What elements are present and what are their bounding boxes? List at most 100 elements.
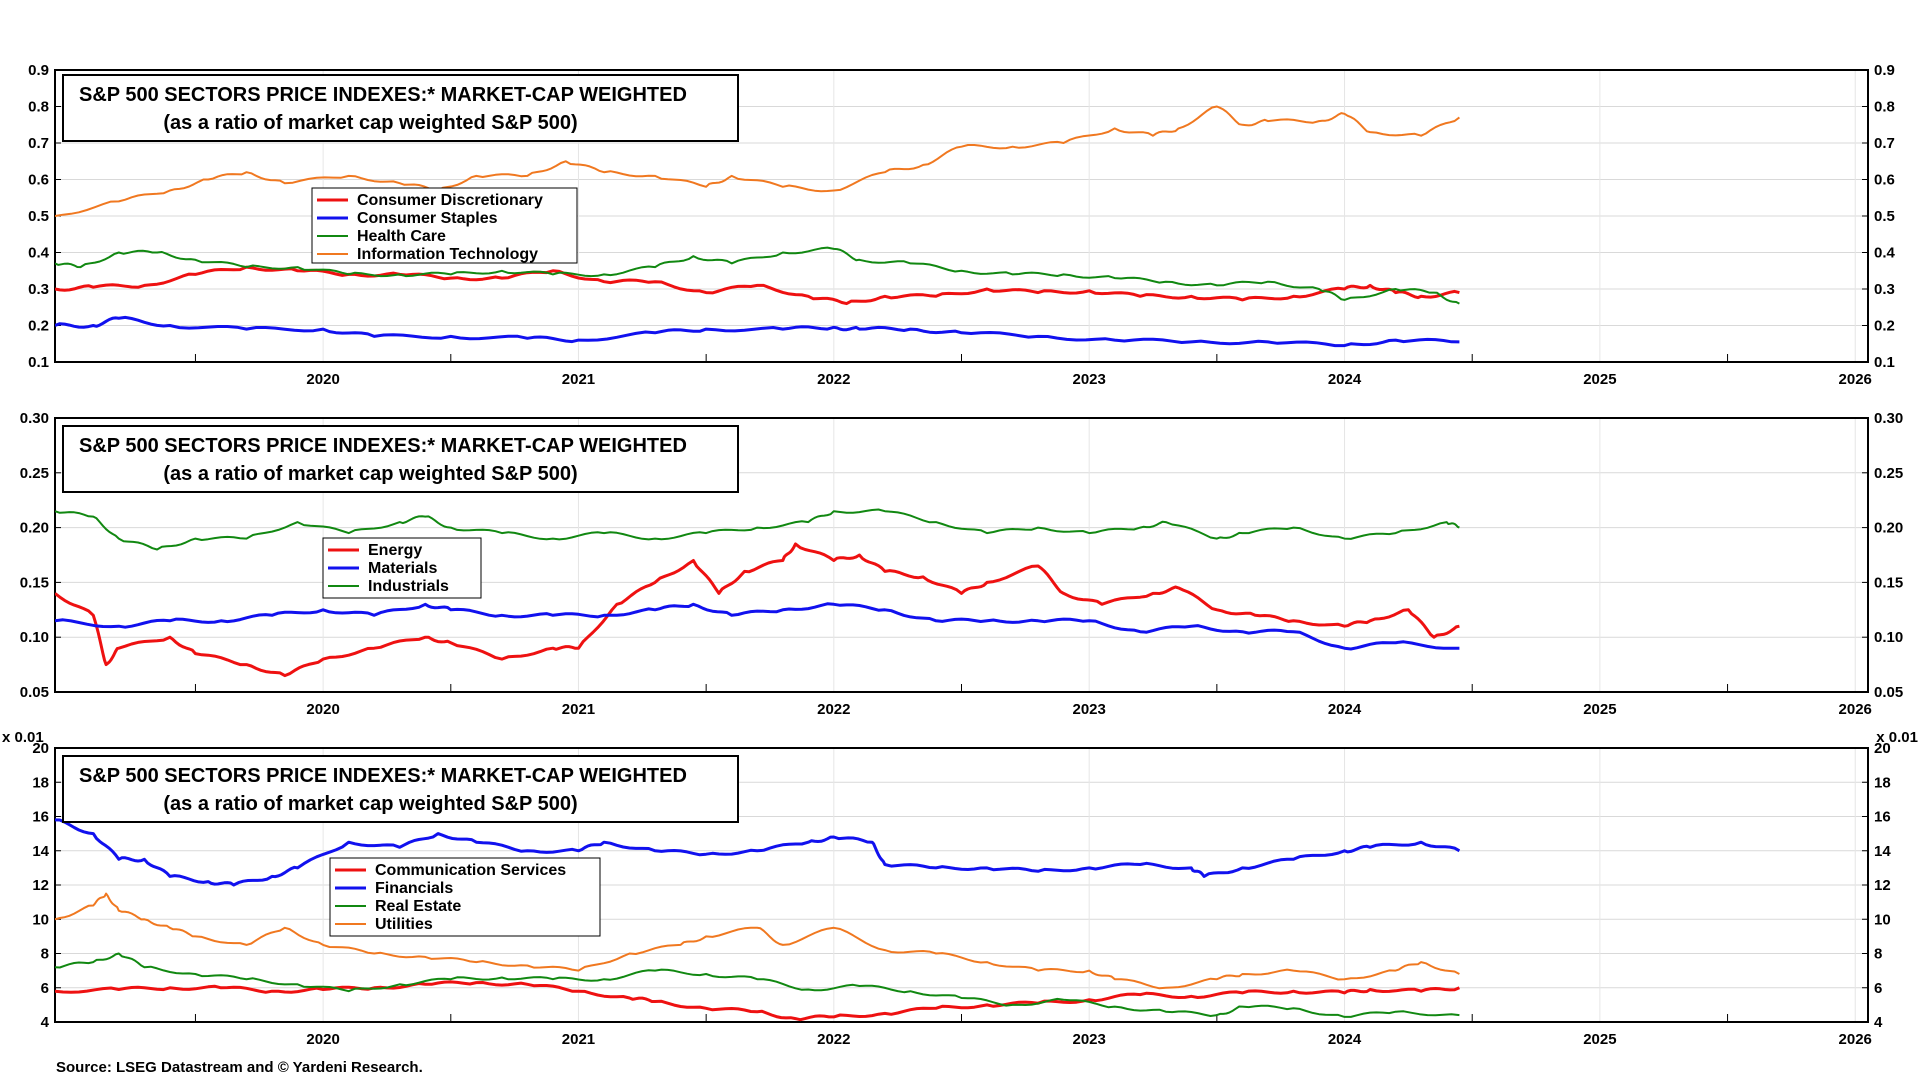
chart-subtitle: (as a ratio of market cap weighted S&P 5…	[163, 463, 577, 485]
x-tick-label: 2023	[1072, 371, 1105, 388]
y-tick-label-right: 0.6	[1874, 172, 1895, 189]
y-tick-label-left: 12	[32, 877, 49, 894]
y-tick-label-left: 0.1	[28, 354, 49, 371]
series-line-materials	[55, 602, 1460, 651]
x-tick-label: 2021	[562, 701, 595, 718]
y-tick-label-right: 0.15	[1874, 574, 1903, 591]
y-tick-label-right: 18	[1874, 774, 1891, 791]
x-tick-label: 2021	[562, 1031, 595, 1048]
y-tick-label-right: 0.5	[1874, 208, 1895, 225]
y-tick-label-left: 0.4	[28, 245, 50, 262]
x-tick-label: 2023	[1072, 701, 1105, 718]
series-line-consumer-discretionary	[55, 265, 1460, 306]
legend-box	[329, 857, 601, 937]
legend-label: Materials	[368, 560, 437, 577]
legend-label: Energy	[368, 542, 422, 559]
x-tick-label: 2022	[817, 371, 850, 388]
y-tick-label-left: 0.9	[28, 62, 49, 79]
y-tick-label-right: 6	[1874, 980, 1882, 997]
chart-panel-2: 0.05 0.05 0.10 0.10 0.15 0.15 0.20 0.20 0.25 0.25…	[20, 410, 1903, 718]
series-line-real-estate	[55, 952, 1460, 1018]
title-box	[62, 425, 739, 493]
y-tick-label-left: 0.20	[20, 520, 49, 537]
y-unit-label-left: x 0.01	[2, 729, 44, 746]
legend-label: Utilities	[375, 916, 433, 933]
y-tick-label-right: 0.10	[1874, 629, 1903, 646]
legend-label: Financials	[375, 880, 453, 897]
chart-title: S&P 500 SECTORS PRICE INDEXES:* MARKET-C…	[79, 765, 687, 787]
y-tick-label-right: 0.8	[1874, 99, 1895, 116]
plot-frame	[54, 417, 1869, 693]
y-tick-label-left: 14	[32, 843, 49, 860]
source-note: Source: LSEG Datastream and © Yardeni Re…	[56, 1059, 423, 1076]
chart-title: S&P 500 SECTORS PRICE INDEXES:* MARKET-C…	[79, 84, 687, 106]
title-box	[62, 755, 739, 823]
y-tick-label-right: 12	[1874, 877, 1891, 894]
x-tick-label: 2022	[817, 701, 850, 718]
y-tick-label-right: 0.2	[1874, 318, 1895, 335]
x-tick-label: 2024	[1328, 371, 1362, 388]
y-tick-label-left: 0.25	[20, 465, 49, 482]
x-tick-label: 2020	[306, 1031, 339, 1048]
x-tick-label: 2020	[306, 701, 339, 718]
title-box	[62, 74, 739, 142]
y-tick-label-left: 16	[32, 809, 49, 826]
legend-box	[311, 187, 578, 264]
x-tick-label: 2026	[1839, 701, 1872, 718]
series-line-information-technology	[55, 105, 1461, 217]
y-tick-label-left: 0.6	[28, 172, 49, 189]
y-tick-label-right: 4	[1874, 1014, 1883, 1031]
legend-label: Real Estate	[375, 898, 461, 915]
y-tick-label-left: 0.15	[20, 574, 49, 591]
y-tick-label-right: 20	[1874, 740, 1891, 757]
y-tick-label-right: 0.7	[1874, 135, 1895, 152]
x-tick-label: 2020	[306, 371, 339, 388]
y-tick-label-left: 0.7	[28, 135, 49, 152]
y-tick-label-right: 14	[1874, 843, 1891, 860]
y-tick-label-right: 0.3	[1874, 281, 1895, 298]
y-tick-label-left: 0.30	[20, 410, 49, 427]
chart-title: S&P 500 SECTORS PRICE INDEXES:* MARKET-C…	[79, 435, 687, 457]
y-tick-label-left: 10	[32, 911, 49, 928]
y-unit-label-right: x 0.01	[1876, 729, 1918, 746]
y-tick-label-right: 0.1	[1874, 354, 1895, 371]
y-tick-label-right: 0.9	[1874, 62, 1895, 79]
y-tick-label-right: 0.20	[1874, 520, 1903, 537]
series-line-industrials	[55, 508, 1460, 551]
x-tick-label: 2023	[1072, 1031, 1105, 1048]
series-line-utilities	[55, 892, 1460, 990]
x-tick-label: 2024	[1328, 1031, 1362, 1048]
y-tick-label-right: 0.4	[1874, 245, 1896, 262]
series-line-consumer-staples	[55, 315, 1460, 348]
y-tick-label-right: 10	[1874, 911, 1891, 928]
y-tick-label-left: 8	[41, 946, 49, 963]
chart-panel-1: 0.1 0.1 0.2 0.2 0.3 0.3 0.4 0.4 0.5 0.5 0.6 0.6 0.7 0…	[28, 62, 1895, 388]
x-tick-label: 2024	[1328, 701, 1362, 718]
legend-label: Communication Services	[375, 862, 566, 879]
x-tick-label: 2025	[1583, 371, 1616, 388]
y-tick-label-left: 0.5	[28, 208, 49, 225]
y-tick-label-left: 4	[41, 1014, 50, 1031]
y-tick-label-right: 8	[1874, 946, 1882, 963]
x-tick-label: 2022	[817, 1031, 850, 1048]
chart-subtitle: (as a ratio of market cap weighted S&P 5…	[163, 112, 577, 134]
series-line-energy	[55, 542, 1460, 678]
y-tick-label-left: 0.3	[28, 281, 49, 298]
x-tick-label: 2026	[1839, 371, 1872, 388]
y-tick-label-right: 0.25	[1874, 465, 1903, 482]
y-tick-label-left: 0.2	[28, 318, 49, 335]
y-tick-label-left: 20	[32, 740, 49, 757]
series-line-financials	[55, 818, 1461, 887]
x-tick-label: 2026	[1839, 1031, 1872, 1048]
y-tick-label-left: 0.8	[28, 99, 49, 116]
legend-label: Information Technology	[357, 246, 538, 263]
legend-label: Industrials	[368, 578, 449, 595]
y-tick-label-right: 16	[1874, 809, 1891, 826]
x-tick-label: 2021	[562, 371, 595, 388]
y-tick-label-left: 0.10	[20, 629, 49, 646]
chart-subtitle: (as a ratio of market cap weighted S&P 5…	[163, 793, 577, 815]
x-tick-label: 2025	[1583, 1031, 1616, 1048]
